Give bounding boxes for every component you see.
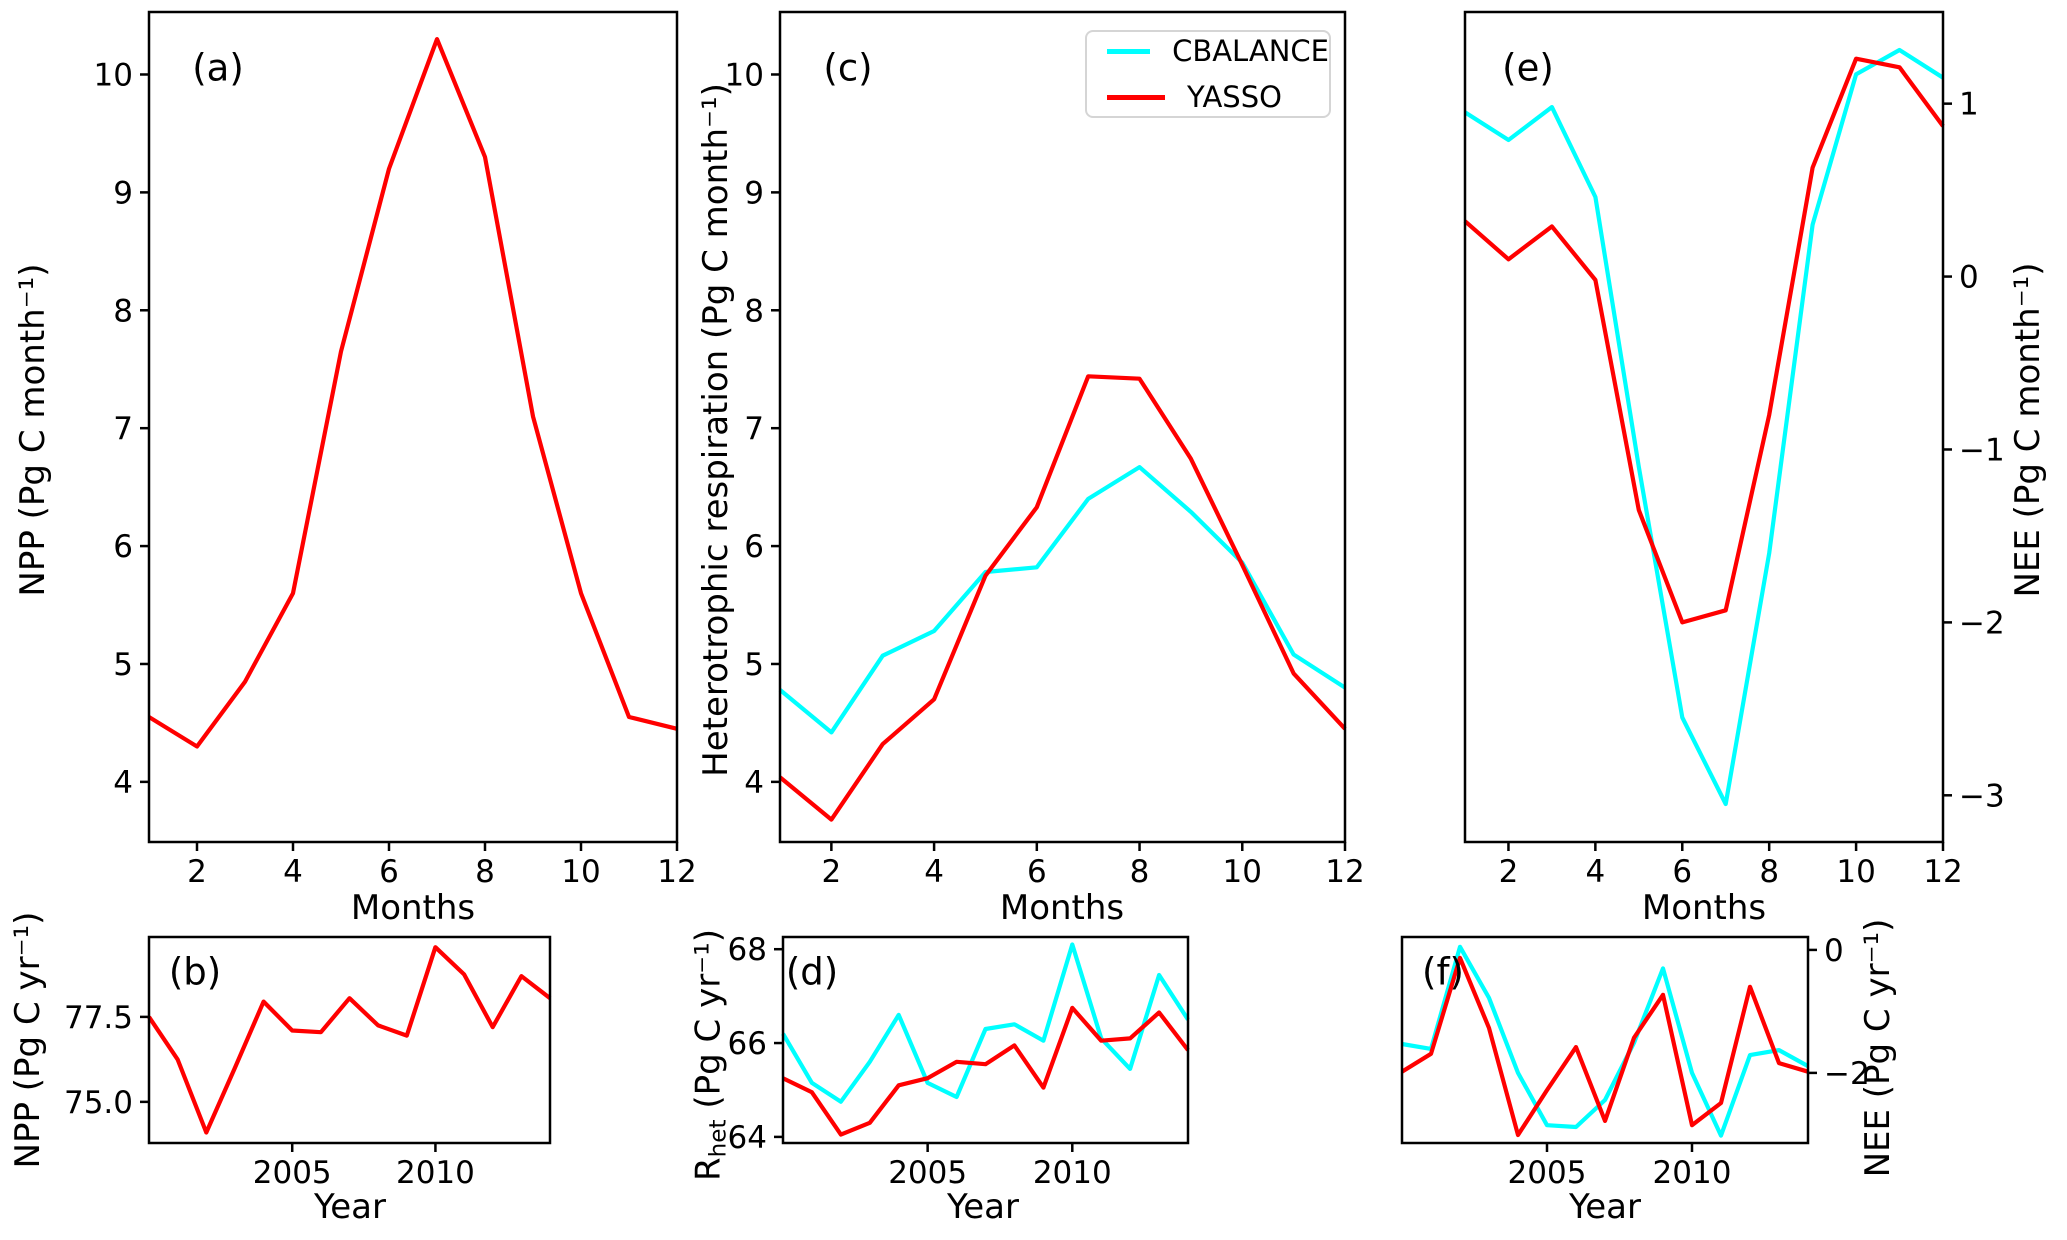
panel-f-ytick-label: 0 — [1824, 933, 1844, 969]
panel-d-series-yasso — [782, 1005, 1190, 1137]
panel-b-xtick-label: 2005 — [253, 1155, 332, 1191]
panel-a-ytick-label: 10 — [94, 57, 133, 93]
panel-c-frame — [778, 10, 1347, 844]
legend-cbalance-line-icon — [1107, 48, 1151, 54]
panel-e-series-yasso — [1463, 56, 1945, 625]
panel-d-plot: 2005 2010 64 66 68 — [728, 932, 1190, 1191]
panel-f-x-axis-label: Year — [1569, 1187, 1641, 1227]
panel-a-frame — [147, 10, 679, 844]
panel-a-ytick-label: 8 — [113, 293, 133, 329]
panel-c-ytick-label: 8 — [744, 293, 764, 329]
panel-f-series-yasso — [1400, 955, 1809, 1138]
panel-f-plot: 2005 2010 0 −2 — [1400, 933, 1870, 1191]
panel-d-series-cbalance — [781, 942, 1190, 1104]
panel-e-xtick-label: 6 — [1672, 854, 1692, 890]
panel-f-ytick-label: −2 — [1824, 1056, 1870, 1092]
panel-a-xtick-label: 4 — [283, 854, 303, 890]
panel-e-xtick-label: 10 — [1836, 854, 1875, 890]
panel-c-ytick-label: 7 — [744, 411, 764, 447]
panel-e-xtick-label: 2 — [1499, 854, 1519, 890]
panel-c-series-yasso — [778, 374, 1347, 822]
panel-c-series-cbalance — [778, 465, 1347, 735]
panel-b-x-axis-label: Year — [314, 1187, 386, 1227]
panel-d-x-axis-label: Year — [947, 1187, 1019, 1227]
panel-a-xtick-label: 12 — [657, 854, 696, 890]
panel-a-ytick-label: 7 — [113, 411, 133, 447]
panel-b-plot: 2005 2010 75.0 77.5 — [64, 935, 552, 1191]
panel-e-ytick-label: 1 — [1959, 87, 1979, 123]
panel-c-xtick-label: 2 — [821, 854, 841, 890]
panel-b-ytick-label: 77.5 — [64, 1000, 133, 1036]
panel-b-series-yasso — [147, 945, 552, 1135]
panel-c-xtick-label: 6 — [1027, 854, 1047, 890]
panel-e-ytick-label: −1 — [1959, 432, 2005, 468]
panel-c-letter: (c) — [823, 46, 873, 90]
panel-a-series-yasso — [147, 36, 678, 749]
panel-e-xtick-label: 12 — [1923, 854, 1962, 890]
panel-d-xtick-label: 2005 — [888, 1155, 967, 1191]
panel-b-y-axis-label: NPP (Pg C yr⁻¹) — [8, 911, 48, 1169]
legend-item-yasso: YASSO — [1107, 80, 1329, 114]
panel-a-xtick-label: 10 — [561, 854, 600, 890]
panel-d-letter: (d) — [785, 950, 839, 994]
panel-a-x-axis-label: Months — [350, 888, 476, 928]
panel-b-frame — [147, 935, 552, 1145]
panel-a-ytick-label: 9 — [113, 175, 133, 211]
legend-yasso-label: YASSO — [1187, 80, 1282, 114]
panel-e-xtick-label: 8 — [1759, 854, 1779, 890]
panel-f-letter: (f) — [1422, 950, 1464, 994]
panel-d-ytick-label: 68 — [728, 932, 767, 968]
panel-a-plot: 2 4 6 8 10 12 4 5 6 7 8 9 10 — [94, 10, 697, 890]
panel-a-y-axis-label: NPP (Pg C month⁻¹) — [13, 263, 53, 597]
panel-a-ytick-label: 5 — [113, 647, 133, 683]
panel-c-xtick-label: 10 — [1223, 854, 1262, 890]
panel-a-xtick-label: 8 — [475, 854, 495, 890]
panel-e-y-axis-label: NEE (Pg C month⁻¹) — [2008, 262, 2048, 598]
panel-c-xtick-label: 8 — [1130, 854, 1150, 890]
panel-d-ytick-label: 64 — [728, 1120, 767, 1156]
legend-item-cbalance: CBALANCE — [1107, 34, 1329, 68]
panel-f-y-axis-label: NEE (Pg C yr⁻¹) — [1858, 918, 1898, 1178]
panel-e-x-axis-label: Months — [1641, 888, 1767, 928]
panel-b-letter: (b) — [168, 950, 222, 994]
panel-e-ytick-label: 0 — [1959, 260, 1979, 296]
panel-e-series-cbalance — [1463, 47, 1945, 807]
panel-c-x-axis-label: Months — [999, 888, 1125, 928]
panel-c-y-axis-label: Heterotrophic respiration (Pg C month⁻¹) — [696, 83, 736, 777]
legend-cbalance-label: CBALANCE — [1172, 34, 1329, 68]
panel-a-ytick-label: 6 — [113, 529, 133, 565]
panel-c-ytick-label: 6 — [744, 529, 764, 565]
panel-f-xtick-label: 2005 — [1508, 1155, 1587, 1191]
panel-f-series-cbalance — [1401, 944, 1810, 1138]
panel-b-ytick-label: 75.0 — [64, 1085, 133, 1121]
panel-c-ytick-label: 4 — [744, 765, 764, 801]
panel-c-xtick-label: 4 — [924, 854, 944, 890]
panel-f-frame — [1400, 935, 1810, 1145]
panel-a-ytick-label: 4 — [113, 765, 133, 801]
panel-c-ytick-label: 9 — [744, 175, 764, 211]
panel-c-xtick-label: 12 — [1325, 854, 1364, 890]
panel-e-letter: (e) — [1502, 46, 1554, 90]
panel-c-ytick-label: 5 — [744, 647, 764, 683]
legend-yasso-line-icon — [1107, 94, 1165, 100]
panel-b-xtick-label: 2010 — [396, 1155, 475, 1191]
panel-a-letter: (a) — [192, 46, 244, 90]
panel-d-frame — [781, 935, 1190, 1145]
panel-e-frame — [1463, 10, 1945, 844]
panel-d-xtick-label: 2010 — [1033, 1155, 1112, 1191]
panel-a-xtick-label: 2 — [187, 854, 207, 890]
panel-c-ytick-label: 10 — [725, 57, 764, 93]
panel-e-ytick-label: −3 — [1959, 778, 2005, 814]
panel-f-xtick-label: 2010 — [1653, 1155, 1732, 1191]
panel-c-plot: 2 4 6 8 10 12 4 5 6 7 8 9 10 — [725, 10, 1365, 890]
panel-a-xtick-label: 6 — [379, 854, 399, 890]
panel-d-ytick-label: 66 — [728, 1026, 767, 1062]
legend: CBALANCE YASSO — [1085, 30, 1331, 118]
panel-e-xtick-label: 4 — [1585, 854, 1605, 890]
panel-e-ytick-label: −2 — [1959, 605, 2005, 641]
panel-d-y-axis-label: Rhet (Pg C yr⁻¹) — [688, 928, 732, 1182]
